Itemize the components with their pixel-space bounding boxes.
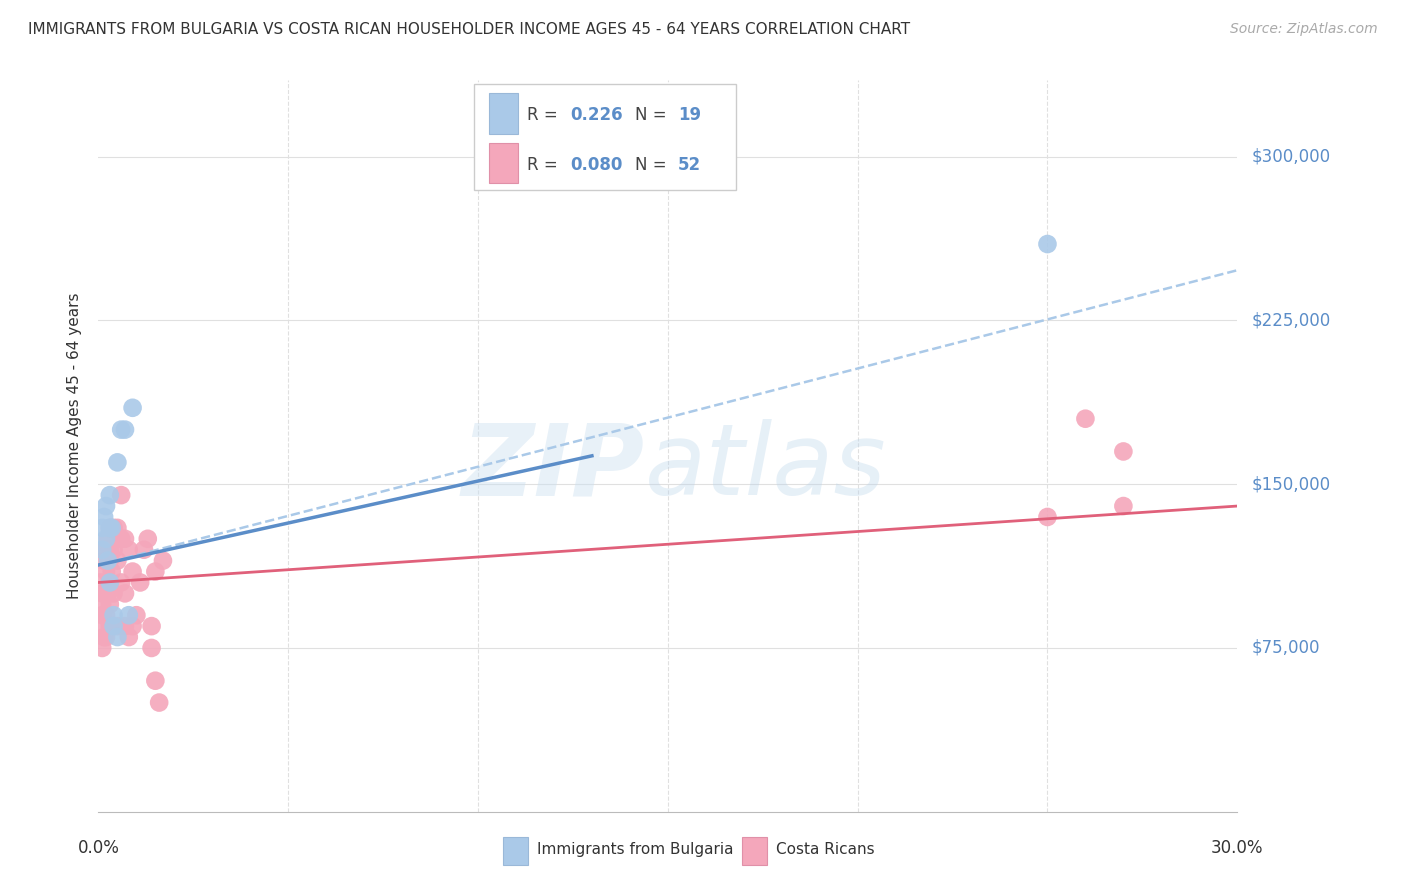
Point (114, 619, 136, 633)
Point (93, 554, 115, 568)
Point (141, 619, 163, 633)
FancyBboxPatch shape (489, 94, 517, 134)
Point (1112, 444, 1135, 458)
Point (121, 565, 143, 579)
Point (152, 554, 174, 568)
Point (98, 521, 121, 535)
Point (103, 521, 125, 535)
Text: N =: N = (636, 155, 672, 174)
Point (118, 630, 141, 644)
Point (94, 608, 117, 623)
Point (118, 608, 141, 623)
Point (103, 619, 125, 633)
Text: $75,000: $75,000 (1251, 639, 1320, 657)
Text: 19: 19 (678, 106, 702, 124)
Y-axis label: Householder Income Ages 45 - 64 years: Householder Income Ages 45 - 64 years (67, 293, 83, 599)
Text: 0.0%: 0.0% (77, 839, 120, 857)
Point (1074, 411, 1097, 425)
Point (114, 532, 136, 546)
Text: Costa Ricans: Costa Ricans (776, 842, 875, 857)
FancyBboxPatch shape (489, 143, 517, 183)
Point (107, 554, 129, 568)
Point (110, 575, 132, 590)
Point (89, 575, 111, 590)
FancyBboxPatch shape (474, 84, 737, 190)
Text: 52: 52 (678, 155, 702, 174)
Point (136, 532, 159, 546)
Text: IMMIGRANTS FROM BULGARIA VS COSTA RICAN HOUSEHOLDER INCOME AGES 45 - 64 YEARS CO: IMMIGRANTS FROM BULGARIA VS COSTA RICAN … (28, 22, 910, 37)
Point (103, 608, 125, 623)
Point (94, 542, 117, 557)
Point (98, 597, 121, 611)
Point (93, 510, 115, 524)
Point (114, 586, 136, 600)
Text: Immigrants from Bulgaria: Immigrants from Bulgaria (537, 842, 734, 857)
Point (98, 521, 121, 535)
Text: 0.080: 0.080 (569, 155, 623, 174)
Point (110, 488, 132, 502)
Point (110, 423, 132, 437)
Point (98, 619, 121, 633)
Text: 30.0%: 30.0% (1211, 839, 1264, 857)
Text: R =: R = (527, 155, 562, 174)
Point (94, 499, 117, 513)
Point (97, 532, 120, 546)
Point (1036, 510, 1059, 524)
Point (107, 630, 129, 644)
Point (141, 640, 163, 655)
Point (91, 640, 114, 655)
Text: ZIP: ZIP (463, 419, 645, 516)
Text: R =: R = (527, 106, 562, 124)
Point (145, 565, 167, 579)
Point (100, 565, 122, 579)
Point (107, 619, 129, 633)
Point (107, 521, 129, 535)
Point (110, 532, 132, 546)
Point (103, 586, 125, 600)
Point (121, 401, 143, 415)
Point (145, 673, 167, 688)
Point (121, 619, 143, 633)
Point (94, 586, 117, 600)
Point (97, 554, 120, 568)
Text: 0.226: 0.226 (569, 106, 623, 124)
Point (91, 619, 114, 633)
Point (1112, 499, 1135, 513)
Point (98, 575, 121, 590)
Text: atlas: atlas (645, 419, 887, 516)
FancyBboxPatch shape (503, 838, 527, 865)
FancyBboxPatch shape (742, 838, 766, 865)
Point (103, 542, 125, 557)
Text: N =: N = (636, 106, 672, 124)
Point (125, 608, 148, 623)
Text: $225,000: $225,000 (1251, 311, 1330, 329)
Point (98, 488, 121, 502)
Point (148, 696, 170, 710)
Point (93, 630, 115, 644)
Point (1036, 237, 1059, 252)
Point (91, 542, 114, 557)
Point (98, 542, 121, 557)
Point (94, 565, 117, 579)
Point (98, 554, 121, 568)
Text: $300,000: $300,000 (1251, 148, 1330, 166)
Point (91, 597, 114, 611)
Point (100, 521, 122, 535)
Point (118, 542, 141, 557)
Text: Source: ZipAtlas.com: Source: ZipAtlas.com (1230, 22, 1378, 37)
Point (94, 630, 117, 644)
Point (98, 575, 121, 590)
Point (129, 575, 152, 590)
Point (91, 586, 114, 600)
Text: $150,000: $150,000 (1251, 475, 1330, 493)
Point (132, 542, 155, 557)
Point (97, 586, 120, 600)
Point (91, 521, 114, 535)
Point (114, 423, 136, 437)
Point (94, 532, 117, 546)
Point (91, 608, 114, 623)
Point (107, 455, 129, 469)
